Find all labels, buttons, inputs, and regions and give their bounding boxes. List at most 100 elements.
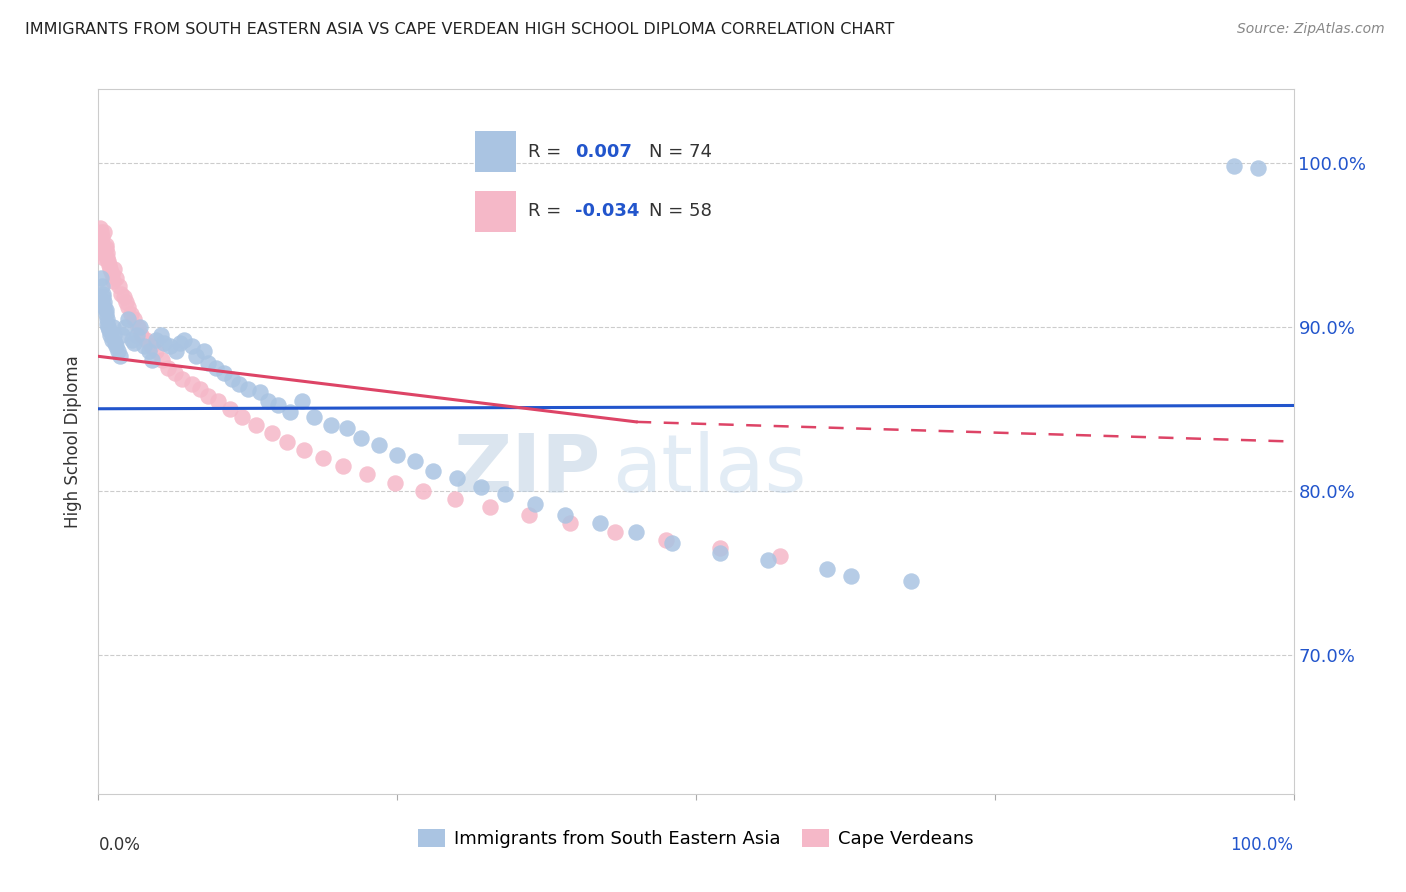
Point (841, 569, 863, 583)
Point (709, 541, 731, 555)
Point (145, 333, 167, 347)
Point (111, 328, 134, 343)
Point (139, 339, 162, 353)
Point (94, 238, 117, 252)
Point (197, 389, 219, 403)
Point (96, 317, 118, 331)
Point (1223, 159, 1246, 173)
Point (90, 225, 112, 239)
Point (368, 438, 391, 452)
Text: 0.0%: 0.0% (98, 836, 141, 855)
Point (100, 268, 122, 282)
Point (98, 323, 121, 337)
Point (153, 336, 176, 351)
Point (103, 328, 125, 343)
Point (150, 352, 173, 367)
Point (117, 311, 139, 326)
Point (132, 339, 155, 353)
Point (98, 328, 122, 343)
Point (219, 401, 242, 416)
Point (120, 307, 142, 321)
Point (138, 344, 160, 359)
Point (446, 470, 468, 484)
Point (131, 328, 153, 343)
Point (101, 319, 124, 334)
Point (336, 421, 359, 435)
Point (422, 464, 444, 478)
Point (172, 372, 194, 386)
Legend: Immigrants from South Eastern Asia, Cape Verdeans: Immigrants from South Eastern Asia, Cape… (411, 822, 981, 855)
Point (384, 475, 406, 490)
Point (149, 328, 172, 343)
Point (112, 290, 135, 304)
Point (93, 295, 115, 310)
Point (257, 393, 280, 408)
Point (156, 360, 179, 375)
Point (91, 241, 114, 255)
Point (105, 270, 128, 285)
Point (101, 274, 124, 288)
Point (245, 418, 267, 433)
Point (169, 336, 191, 351)
Point (180, 377, 202, 392)
Point (197, 356, 219, 370)
Point (756, 552, 779, 566)
Point (145, 344, 167, 359)
Point (98, 262, 122, 277)
Point (163, 366, 186, 380)
Point (292, 442, 315, 457)
Point (117, 300, 139, 314)
Point (626, 524, 648, 539)
Point (93, 300, 115, 314)
Point (517, 508, 540, 523)
Text: Source: ZipAtlas.com: Source: ZipAtlas.com (1237, 22, 1385, 37)
Point (709, 546, 731, 560)
Point (91, 238, 114, 252)
Point (204, 360, 226, 375)
Point (276, 434, 298, 449)
Text: atlas: atlas (613, 431, 807, 508)
Point (312, 450, 335, 465)
Point (815, 562, 838, 576)
Point (768, 549, 790, 564)
Point (470, 480, 492, 494)
Point (494, 487, 516, 501)
Point (159, 339, 181, 353)
Point (350, 431, 373, 445)
Point (228, 377, 250, 392)
Point (94, 241, 117, 255)
Point (1247, 161, 1270, 175)
Point (124, 336, 146, 351)
Point (125, 328, 148, 343)
Point (135, 333, 157, 347)
Point (96, 251, 118, 265)
Point (278, 405, 301, 419)
Point (107, 344, 129, 359)
Point (385, 448, 409, 462)
Point (105, 339, 128, 353)
Point (443, 491, 465, 506)
Point (302, 409, 325, 424)
Point (479, 500, 502, 514)
Point (655, 533, 678, 547)
Point (91, 287, 114, 301)
Point (141, 352, 163, 367)
Point (321, 418, 343, 433)
Point (104, 336, 127, 351)
Point (356, 467, 378, 482)
Point (554, 508, 576, 523)
Point (103, 262, 125, 277)
Point (96, 246, 118, 260)
Point (212, 366, 235, 380)
Point (107, 278, 129, 293)
Point (121, 333, 143, 347)
Point (165, 344, 187, 359)
Point (186, 349, 208, 363)
Point (97, 319, 120, 334)
Point (91, 246, 114, 260)
Point (560, 516, 582, 531)
Point (115, 295, 138, 310)
Point (173, 333, 195, 347)
Point (589, 516, 612, 531)
Point (127, 319, 149, 334)
